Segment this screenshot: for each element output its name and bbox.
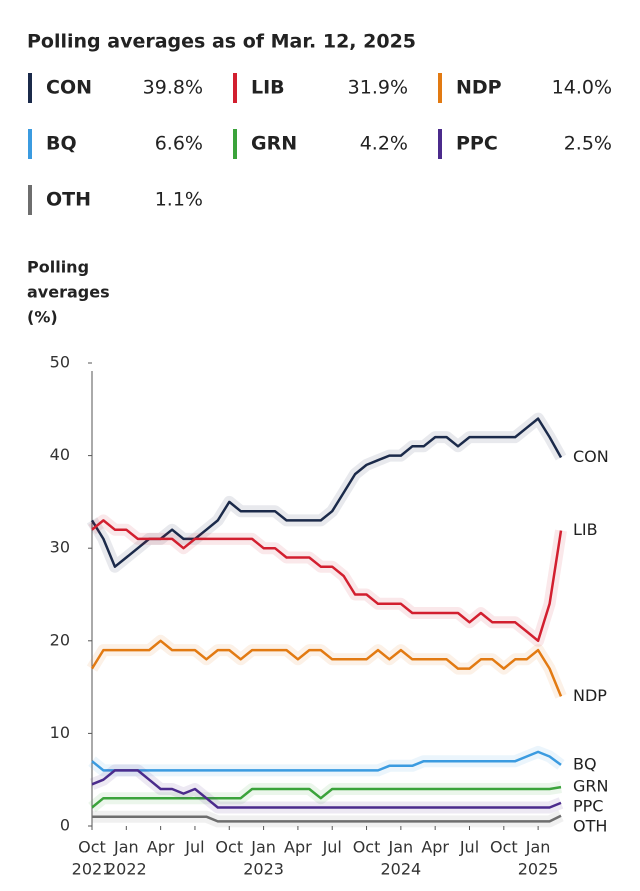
x-tick-label: Jan — [525, 838, 551, 857]
x-tick-label: Jan — [113, 838, 139, 857]
series-line — [91, 769, 562, 809]
x-tick-label: Oct — [353, 838, 381, 857]
legend-swatch — [28, 129, 32, 159]
x-tick-label: Oct — [490, 838, 518, 857]
legend-swatch — [233, 73, 237, 103]
series-end-label: GRN — [573, 777, 608, 796]
legend-name: GRN — [251, 133, 297, 155]
series-end-label: OTH — [573, 817, 607, 836]
series-band — [86, 634, 567, 699]
y-axis-label: (%) — [27, 308, 58, 327]
y-tick-label: 10 — [50, 723, 70, 742]
y-tick-label: 30 — [50, 538, 70, 557]
legend-value: 1.1% — [155, 189, 203, 211]
series-line — [91, 785, 562, 809]
legend-swatch — [28, 73, 32, 103]
legend-value: 4.2% — [360, 133, 408, 155]
x-tick-label: Apr — [147, 838, 175, 857]
legend-swatch — [438, 129, 442, 159]
series-line — [91, 519, 563, 643]
legend-name: PPC — [456, 133, 498, 155]
x-tick-year: 2025 — [518, 860, 559, 879]
x-tick-year: 2022 — [106, 860, 147, 879]
x-tick-label: Jan — [250, 838, 276, 857]
legend-name: CON — [46, 77, 92, 99]
legend-value: 14.0% — [552, 77, 612, 99]
x-tick-label: Oct — [215, 838, 243, 857]
y-tick-label: 40 — [50, 445, 70, 464]
chart-title: Polling averages as of Mar. 12, 2025 — [27, 31, 416, 53]
legend-name: LIB — [251, 77, 285, 99]
legend-swatch — [233, 129, 237, 159]
x-tick-label: Apr — [421, 838, 449, 857]
series-end-label: LIB — [573, 520, 598, 539]
x-tick-year: 2021 — [72, 860, 113, 879]
legend-value: 2.5% — [564, 133, 612, 155]
x-tick-label: Jul — [322, 838, 342, 857]
legend-value: 31.9% — [348, 77, 408, 99]
series-end-label: CON — [573, 447, 609, 466]
x-tick-year: 2024 — [380, 860, 421, 879]
y-axis-label: Polling — [27, 258, 89, 277]
legend-name: NDP — [456, 77, 502, 99]
series-line — [92, 814, 562, 823]
legend-value: 6.6% — [155, 133, 203, 155]
series-line — [90, 417, 563, 568]
y-tick-label: 20 — [50, 630, 70, 649]
x-tick-label: Apr — [284, 838, 312, 857]
series-line — [90, 639, 563, 697]
series-end-label: BQ — [573, 754, 597, 773]
x-tick-label: Oct — [78, 838, 106, 857]
legend-swatch — [438, 73, 442, 103]
legend-swatch — [28, 185, 32, 215]
x-tick-label: Jan — [388, 838, 414, 857]
legend-value: 39.8% — [143, 77, 203, 99]
legend-name: BQ — [46, 133, 77, 155]
y-tick-label: 0 — [60, 816, 70, 835]
legend-name: OTH — [46, 189, 91, 211]
x-tick-label: Jul — [459, 838, 479, 857]
series-end-label: PPC — [573, 797, 603, 816]
y-tick-label: 50 — [50, 353, 70, 372]
x-tick-label: Jul — [184, 838, 204, 857]
y-axis-label: averages — [27, 283, 110, 302]
x-tick-year: 2023 — [243, 860, 284, 879]
series-end-label: NDP — [573, 686, 607, 705]
series-line — [91, 750, 562, 772]
